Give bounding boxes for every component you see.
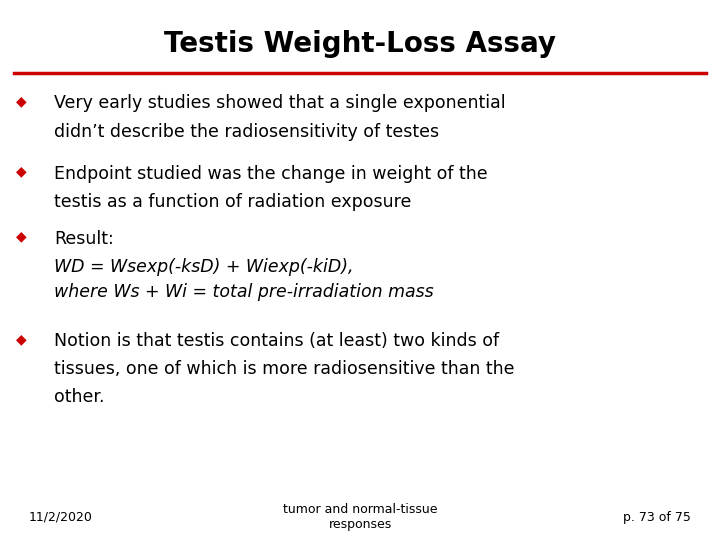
Text: where Ws + Wi = total pre-irradiation mass: where Ws + Wi = total pre-irradiation ma… (54, 283, 433, 301)
Text: 11/2/2020: 11/2/2020 (29, 511, 93, 524)
Text: other.: other. (54, 388, 104, 406)
Text: Very early studies showed that a single exponential: Very early studies showed that a single … (54, 94, 505, 112)
Text: Endpoint studied was the change in weight of the: Endpoint studied was the change in weigh… (54, 165, 487, 183)
Text: p. 73 of 75: p. 73 of 75 (624, 511, 691, 524)
Text: testis as a function of radiation exposure: testis as a function of radiation exposu… (54, 193, 411, 211)
Text: tissues, one of which is more radiosensitive than the: tissues, one of which is more radiosensi… (54, 360, 515, 378)
Text: ◆: ◆ (17, 165, 27, 179)
Text: ◆: ◆ (17, 94, 27, 109)
Text: WD = Wsexp(-ksD) + Wiexp(-kiD),: WD = Wsexp(-ksD) + Wiexp(-kiD), (54, 258, 354, 275)
Text: didn’t describe the radiosensitivity of testes: didn’t describe the radiosensitivity of … (54, 123, 439, 140)
Text: Notion is that testis contains (at least) two kinds of: Notion is that testis contains (at least… (54, 332, 499, 350)
Text: Testis Weight-Loss Assay: Testis Weight-Loss Assay (164, 30, 556, 58)
Text: tumor and normal-tissue
responses: tumor and normal-tissue responses (283, 503, 437, 531)
Text: Result:: Result: (54, 230, 114, 247)
Text: ◆: ◆ (17, 230, 27, 244)
Text: ◆: ◆ (17, 332, 27, 346)
